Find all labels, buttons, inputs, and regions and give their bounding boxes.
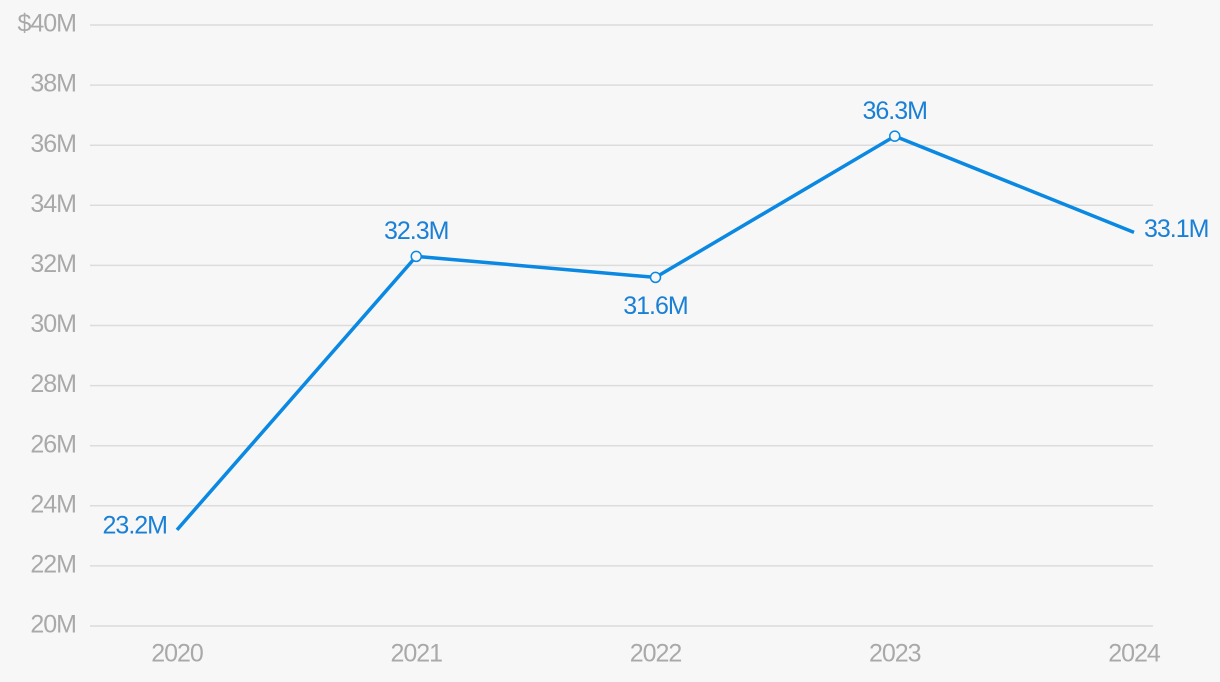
data-label: 23.2M	[103, 511, 167, 539]
line	[175, 134, 1135, 531]
y-tick-label: 36M	[30, 130, 76, 158]
data-label: 33.1M	[1144, 215, 1208, 243]
y-tick-label: $40M	[17, 10, 76, 38]
data-label: 32.3M	[384, 217, 448, 245]
x-tick-label: 2022	[630, 640, 682, 668]
y-tick-label: 30M	[30, 310, 76, 338]
y-tick-label: 32M	[30, 250, 76, 278]
y-tick-label: 28M	[30, 370, 76, 398]
y-tick-label: 34M	[30, 190, 76, 218]
y-tick-label: 26M	[30, 430, 76, 458]
data-label: 31.6M	[623, 292, 687, 320]
y-tick-label: 22M	[30, 551, 76, 579]
marker	[889, 130, 901, 142]
x-tick-label: 2020	[151, 640, 203, 668]
y-tick-label: 24M	[30, 490, 76, 518]
marker	[649, 271, 662, 284]
data-label: 36.3M	[863, 97, 927, 125]
x-tick-label: 2023	[869, 640, 921, 668]
y-tick-label: 38M	[30, 70, 76, 98]
y-tick-label: 20M	[30, 611, 76, 639]
x-tick-label: 2021	[390, 640, 442, 668]
marker	[410, 250, 422, 263]
x-tick-label: 2024	[1108, 640, 1161, 668]
